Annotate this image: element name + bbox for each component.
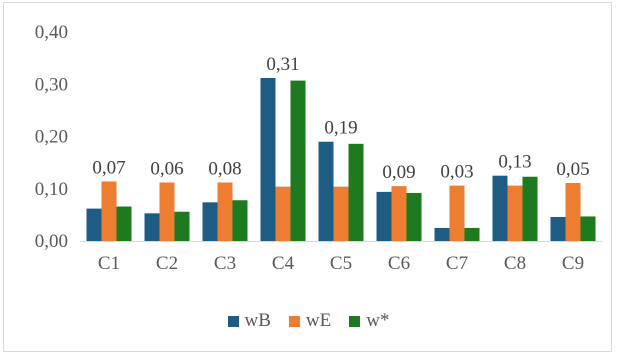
bar-wb-c1 [86,208,102,241]
bar-wb-c8 [492,175,508,241]
data-label: 0,06 [150,158,183,179]
legend-item-wb: wB [227,310,271,332]
legend-swatch-wb [227,315,239,327]
bar-we-c2 [159,182,175,241]
data-label: 0,09 [382,162,415,183]
bar-we-c1 [101,181,117,241]
legend-label-wb: wB [244,310,271,331]
bar-wb-c3 [202,202,218,241]
x-tick-label: C7 [446,253,468,274]
bar-wstar-c7 [464,227,480,241]
x-tick-label: C4 [272,253,295,274]
bar-wb-c6 [376,191,392,241]
bar-we-c6 [391,186,407,241]
y-tick-label: 0,20 [35,127,68,148]
data-label: 0,31 [266,54,299,75]
data-label: 0,19 [324,118,357,139]
bar-we-c7 [449,185,465,241]
data-label: 0,13 [498,152,531,173]
data-label: 0,08 [208,158,241,179]
bar-wstar-c6 [406,192,422,241]
bar-we-c3 [217,182,233,241]
legend-item-we: wE [288,310,332,332]
x-tick-label: C9 [562,253,584,274]
bar-wb-c5 [318,141,334,241]
legend-item-wstar: w* [349,310,389,332]
y-tick-label: 0,00 [35,231,68,252]
x-tick-label: C6 [388,253,410,274]
bar-wstar-c9 [580,216,596,241]
data-label: 0,05 [556,159,589,180]
legend-swatch-wstar [349,315,361,327]
y-tick-label: 0,40 [35,22,68,43]
x-tick-label: C8 [504,253,526,274]
bar-wstar-c1 [116,206,132,241]
x-tick-label: C2 [156,253,178,274]
legend-swatch-we [288,315,300,327]
x-tick-label: C1 [98,253,120,274]
bar-wb-c2 [144,213,160,241]
chart-area [3,2,612,352]
bar-wstar-c5 [348,143,364,241]
legend-label-we: wE [305,310,332,331]
x-tick-label: C5 [330,253,352,274]
bar-wstar-c8 [522,176,538,241]
data-label: 0,07 [92,157,125,178]
bar-wb-c7 [434,227,450,241]
data-label: 0,03 [440,162,473,183]
bar-wb-c9 [550,216,566,241]
y-tick-label: 0,30 [35,74,68,95]
y-tick-label: 0,10 [35,179,68,200]
bar-wb-c4 [260,77,276,241]
bar-wstar-c4 [290,80,306,241]
legend-label-wstar: w* [366,310,390,331]
bar-we-c8 [507,185,523,241]
legend: wB wE w* [0,310,617,332]
bar-we-c9 [565,183,581,241]
bar-we-c5 [333,186,349,241]
bar-wstar-c2 [174,211,190,241]
bar-wstar-c3 [232,200,248,241]
bar-we-c4 [275,186,291,241]
x-tick-label: C3 [214,253,236,274]
